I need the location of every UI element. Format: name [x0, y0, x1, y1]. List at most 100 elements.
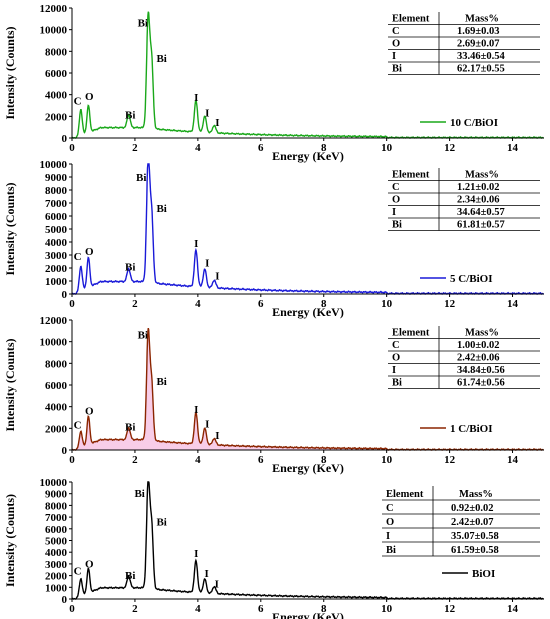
- table-cell: 61.81±0.57: [457, 220, 505, 231]
- x-tick-label: 8: [321, 142, 327, 154]
- x-tick-label: 12: [444, 142, 456, 154]
- y-tick-label: 8000: [45, 358, 68, 370]
- peak-label: I: [215, 117, 219, 129]
- x-axis-title: Energy (KeV): [272, 461, 344, 475]
- eds-panel-bioi: 0 1000 2000 3000 4000 5000 6000 7000 8000 9000 100…: [0, 468, 550, 619]
- peak-label: Bi: [156, 516, 166, 528]
- peak-label: Bi: [156, 53, 166, 65]
- peak-label: Bi: [138, 17, 148, 29]
- peak-label: I: [205, 258, 209, 270]
- eds-chart-1c: 0 2000 4000 6000 8000 10000 12000 0 2 4 6 8 10 12 14 En…: [3, 315, 544, 475]
- table-header-cell: Element: [392, 14, 430, 25]
- peak-label: Bi: [125, 110, 135, 122]
- y-tick-label: 10000: [40, 337, 68, 349]
- table-cell: C: [392, 26, 400, 37]
- table-cell: 62.17±0.55: [457, 64, 505, 75]
- y-tick-label: 4000: [45, 402, 68, 414]
- table-header-cell: Mass%: [465, 14, 499, 25]
- x-tick-label: 8: [321, 298, 327, 310]
- eds-chart-bioi: 0100020003000400050006000700080009000100…: [3, 477, 544, 619]
- y-tick-label: 0: [62, 289, 68, 301]
- x-tick-label: 0: [69, 142, 75, 154]
- x-tick-label: 0: [69, 454, 75, 466]
- y-tick-label: 0: [62, 445, 68, 457]
- peak-label: Bi: [125, 262, 135, 274]
- peak-label: Bi: [134, 488, 144, 500]
- spectrum-line: [71, 163, 544, 295]
- y-tick-label: 6000: [45, 68, 68, 80]
- y-tick-label: 8000: [45, 46, 68, 58]
- peak-label: I: [215, 430, 219, 442]
- table-cell: 2.42±0.07: [451, 517, 494, 528]
- x-tick-label: 8: [321, 454, 327, 466]
- x-tick-label: 12: [444, 298, 456, 310]
- legend-label: 1 C/BiOI: [450, 423, 492, 435]
- table-header-cell: Element: [392, 170, 430, 181]
- x-tick-label: 4: [195, 454, 201, 466]
- y-tick-label: 2000: [45, 111, 68, 123]
- table-header-cell: Mass%: [465, 328, 499, 339]
- x-axis-title: Energy (KeV): [272, 610, 344, 619]
- x-tick-label: 2: [132, 454, 138, 466]
- y-tick-label: 8000: [45, 500, 68, 512]
- x-tick-label: 6: [258, 454, 264, 466]
- x-axis-title: Energy (KeV): [272, 149, 344, 163]
- table-cell: Bi: [392, 220, 402, 231]
- y-tick-label: 5000: [45, 536, 68, 548]
- table-cell: Bi: [392, 378, 402, 389]
- y-tick-label: 2000: [45, 571, 68, 583]
- x-tick-label: 2: [132, 603, 138, 615]
- eds-chart-10c: 0 2000 4000 6000 8000 10000 12000 0 2 4 6 8 10 12 14 En…: [3, 3, 544, 163]
- peak-label: O: [85, 558, 94, 570]
- y-tick-label: 7000: [45, 512, 68, 524]
- spectrum-line: [71, 327, 544, 451]
- x-tick-label: 10: [381, 603, 393, 615]
- y-tick-label: 3000: [45, 250, 68, 262]
- y-tick-label: 7000: [45, 198, 68, 210]
- y-axis-title: Intensity (Counts): [3, 494, 17, 587]
- peak-label: I: [194, 404, 198, 416]
- y-axis-title: Intensity (Counts): [3, 26, 17, 119]
- peak-label: I: [194, 548, 198, 560]
- y-tick-label: 9000: [45, 172, 68, 184]
- peak-label: Bi: [136, 172, 146, 184]
- x-tick-label: 14: [507, 454, 519, 466]
- y-tick-label: 12000: [40, 315, 68, 327]
- table-cell: Bi: [392, 64, 402, 75]
- table-cell: 2.69±0.07: [457, 39, 500, 50]
- x-tick-label: 10: [381, 454, 393, 466]
- legend-label: 5 C/BiOI: [450, 273, 492, 285]
- eds-panel-5c: 0 1000 2000 3000 4000 5000 6000 7000 8000 9000 100…: [0, 156, 550, 319]
- eds-chart-5c: 0100020003000400050006000700080009000100…: [3, 159, 544, 319]
- table-cell: I: [392, 365, 396, 376]
- table-cell: 61.59±0.58: [451, 545, 499, 556]
- peak-label: O: [85, 405, 94, 417]
- table-cell: C: [392, 340, 400, 351]
- peak-label: C: [74, 565, 82, 577]
- peak-label: I: [194, 92, 198, 104]
- table-header-cell: Mass%: [465, 170, 499, 181]
- peak-label: Bi: [156, 203, 166, 215]
- x-tick-label: 8: [321, 603, 327, 615]
- spectrum-line: [71, 481, 544, 600]
- table-cell: O: [392, 39, 400, 50]
- y-axis-title: Intensity (Counts): [3, 182, 17, 275]
- peak-label: I: [194, 238, 198, 250]
- table-cell: C: [386, 503, 394, 514]
- x-tick-label: 4: [195, 142, 201, 154]
- table-header-cell: Element: [386, 489, 424, 500]
- y-tick-label: 4000: [45, 90, 68, 102]
- table-cell: 33.46±0.54: [457, 51, 506, 62]
- y-tick-label: 9000: [45, 489, 68, 501]
- peak-label: C: [74, 95, 82, 107]
- x-tick-label: 2: [132, 142, 138, 154]
- y-tick-label: 5000: [45, 224, 68, 236]
- table-cell: O: [386, 517, 394, 528]
- peak-label: I: [205, 418, 209, 430]
- table-cell: 1.21±0.02: [457, 182, 500, 193]
- y-tick-label: 1000: [45, 276, 68, 288]
- x-tick-label: 4: [195, 298, 201, 310]
- peak-label: C: [74, 251, 82, 263]
- y-axis-title: Intensity (Counts): [3, 338, 17, 431]
- y-tick-label: 3000: [45, 559, 68, 571]
